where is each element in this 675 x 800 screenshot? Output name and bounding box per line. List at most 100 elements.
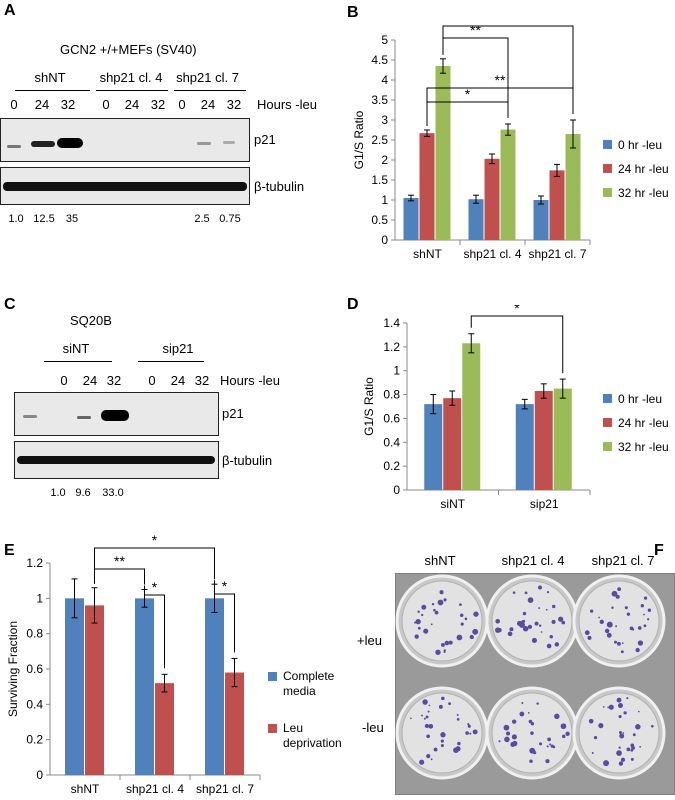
significance-bracket bbox=[470, 315, 564, 374]
panel-a-group-label: shNT bbox=[34, 70, 66, 85]
colony bbox=[471, 636, 474, 639]
y-tick-label: 3.5 bbox=[371, 93, 388, 107]
legend-swatch bbox=[603, 442, 612, 451]
p21-blot bbox=[14, 392, 219, 436]
colony bbox=[422, 699, 428, 705]
legend-swatch bbox=[268, 724, 277, 733]
x-tick-label: shp21 cl. 7 bbox=[196, 782, 254, 796]
x-tick-label: shp21 cl. 4 bbox=[463, 247, 521, 261]
bar bbox=[155, 683, 174, 775]
bar bbox=[135, 598, 154, 775]
panel-a-title: GCN2 +/+MEFs (SV40) bbox=[60, 42, 197, 57]
chart-d: 0 0.2 0.4 0.6 0.8 1 1.2 1.4 siNT sip21 G1/S Ratio 0… bbox=[362, 305, 669, 511]
colony bbox=[608, 704, 614, 710]
lane-label: 24 bbox=[82, 373, 98, 388]
lane-label: 24 bbox=[200, 97, 216, 112]
colony bbox=[473, 611, 479, 617]
colony bbox=[620, 757, 626, 762]
panel-a-group-underline bbox=[15, 90, 90, 91]
blot-band bbox=[197, 142, 211, 145]
colony bbox=[565, 731, 570, 737]
colony bbox=[632, 628, 635, 631]
colony bbox=[611, 606, 614, 609]
colony bbox=[626, 697, 629, 700]
panel-a-group-underline bbox=[174, 90, 246, 91]
colony bbox=[546, 643, 552, 649]
colony bbox=[433, 747, 438, 752]
colony bbox=[423, 717, 426, 720]
colony bbox=[530, 722, 535, 726]
plate-interior bbox=[491, 580, 573, 662]
lane-label: 0 bbox=[148, 373, 156, 388]
y-tick-label: 0 bbox=[381, 233, 388, 247]
colony bbox=[430, 623, 433, 626]
colony bbox=[528, 719, 533, 724]
quant-value: 1.0 bbox=[8, 213, 24, 225]
colony bbox=[584, 630, 590, 636]
colony bbox=[444, 640, 450, 646]
y-axis-title: Surviving Fraction bbox=[6, 621, 20, 717]
colony bbox=[604, 628, 610, 634]
colony bbox=[464, 617, 468, 621]
panel-a-group-label: shp21 cl. 7 bbox=[176, 70, 239, 85]
colony bbox=[529, 747, 536, 754]
y-tick-label: 1.5 bbox=[371, 173, 388, 187]
chart-e: 0 0.2 0.4 0.6 0.8 1 1.2 shNT shp21 cl. 4 shp21 cl… bbox=[6, 535, 342, 796]
y-tick-label: 0.2 bbox=[383, 459, 400, 473]
colony bbox=[618, 761, 624, 766]
legend-swatch bbox=[603, 188, 612, 197]
y-tick-label: 0 bbox=[393, 483, 400, 497]
colony bbox=[630, 757, 634, 761]
x-tick-label: shp21 cl. 4 bbox=[126, 782, 184, 796]
y-tick-label: 1.4 bbox=[383, 316, 400, 330]
colony bbox=[435, 649, 441, 655]
y-tick-label: 1 bbox=[36, 591, 43, 605]
bar bbox=[468, 199, 484, 240]
lane-label: 24 bbox=[124, 97, 140, 112]
colony bbox=[440, 732, 446, 738]
quant-value: 12.5 bbox=[33, 213, 55, 225]
colony bbox=[552, 745, 556, 749]
colony bbox=[410, 717, 412, 720]
bar bbox=[534, 390, 553, 490]
bar bbox=[205, 598, 224, 775]
plate-row-label: +leu bbox=[357, 633, 382, 648]
colony bbox=[562, 734, 566, 739]
colony bbox=[495, 618, 501, 624]
y-tick-label: 1 bbox=[381, 193, 388, 207]
colony bbox=[545, 608, 548, 611]
colony bbox=[438, 704, 443, 709]
colony bbox=[643, 596, 648, 600]
colony bbox=[509, 627, 514, 632]
significance-label: * bbox=[465, 86, 471, 102]
legend-swatch bbox=[603, 418, 612, 427]
y-tick-label: 1.2 bbox=[26, 556, 43, 570]
colony bbox=[425, 715, 429, 719]
colony bbox=[522, 611, 527, 616]
colony bbox=[428, 723, 434, 729]
colony bbox=[456, 713, 459, 716]
y-tick-label: 0 bbox=[36, 768, 43, 782]
colony bbox=[419, 759, 425, 765]
colony bbox=[530, 731, 534, 735]
y-tick-label: 5 bbox=[381, 33, 388, 47]
y-tick-label: 0.6 bbox=[383, 411, 400, 425]
legend-swatch bbox=[603, 140, 612, 149]
colony bbox=[635, 647, 640, 653]
colony bbox=[626, 747, 631, 752]
colony bbox=[443, 598, 447, 602]
colony bbox=[588, 718, 594, 724]
panel-c-group-label: sip21 bbox=[162, 341, 194, 356]
blot-band bbox=[57, 138, 83, 148]
colony bbox=[549, 635, 553, 639]
bar bbox=[549, 170, 565, 240]
plate-column-label: shNT bbox=[424, 553, 456, 568]
colony bbox=[624, 606, 628, 610]
colony bbox=[546, 590, 550, 594]
colony bbox=[426, 754, 431, 759]
significance-label: ** bbox=[495, 72, 506, 88]
panel-label-c: C bbox=[4, 296, 16, 313]
colony bbox=[440, 643, 445, 647]
colony bbox=[448, 702, 451, 706]
lane-label: 32 bbox=[60, 97, 76, 112]
